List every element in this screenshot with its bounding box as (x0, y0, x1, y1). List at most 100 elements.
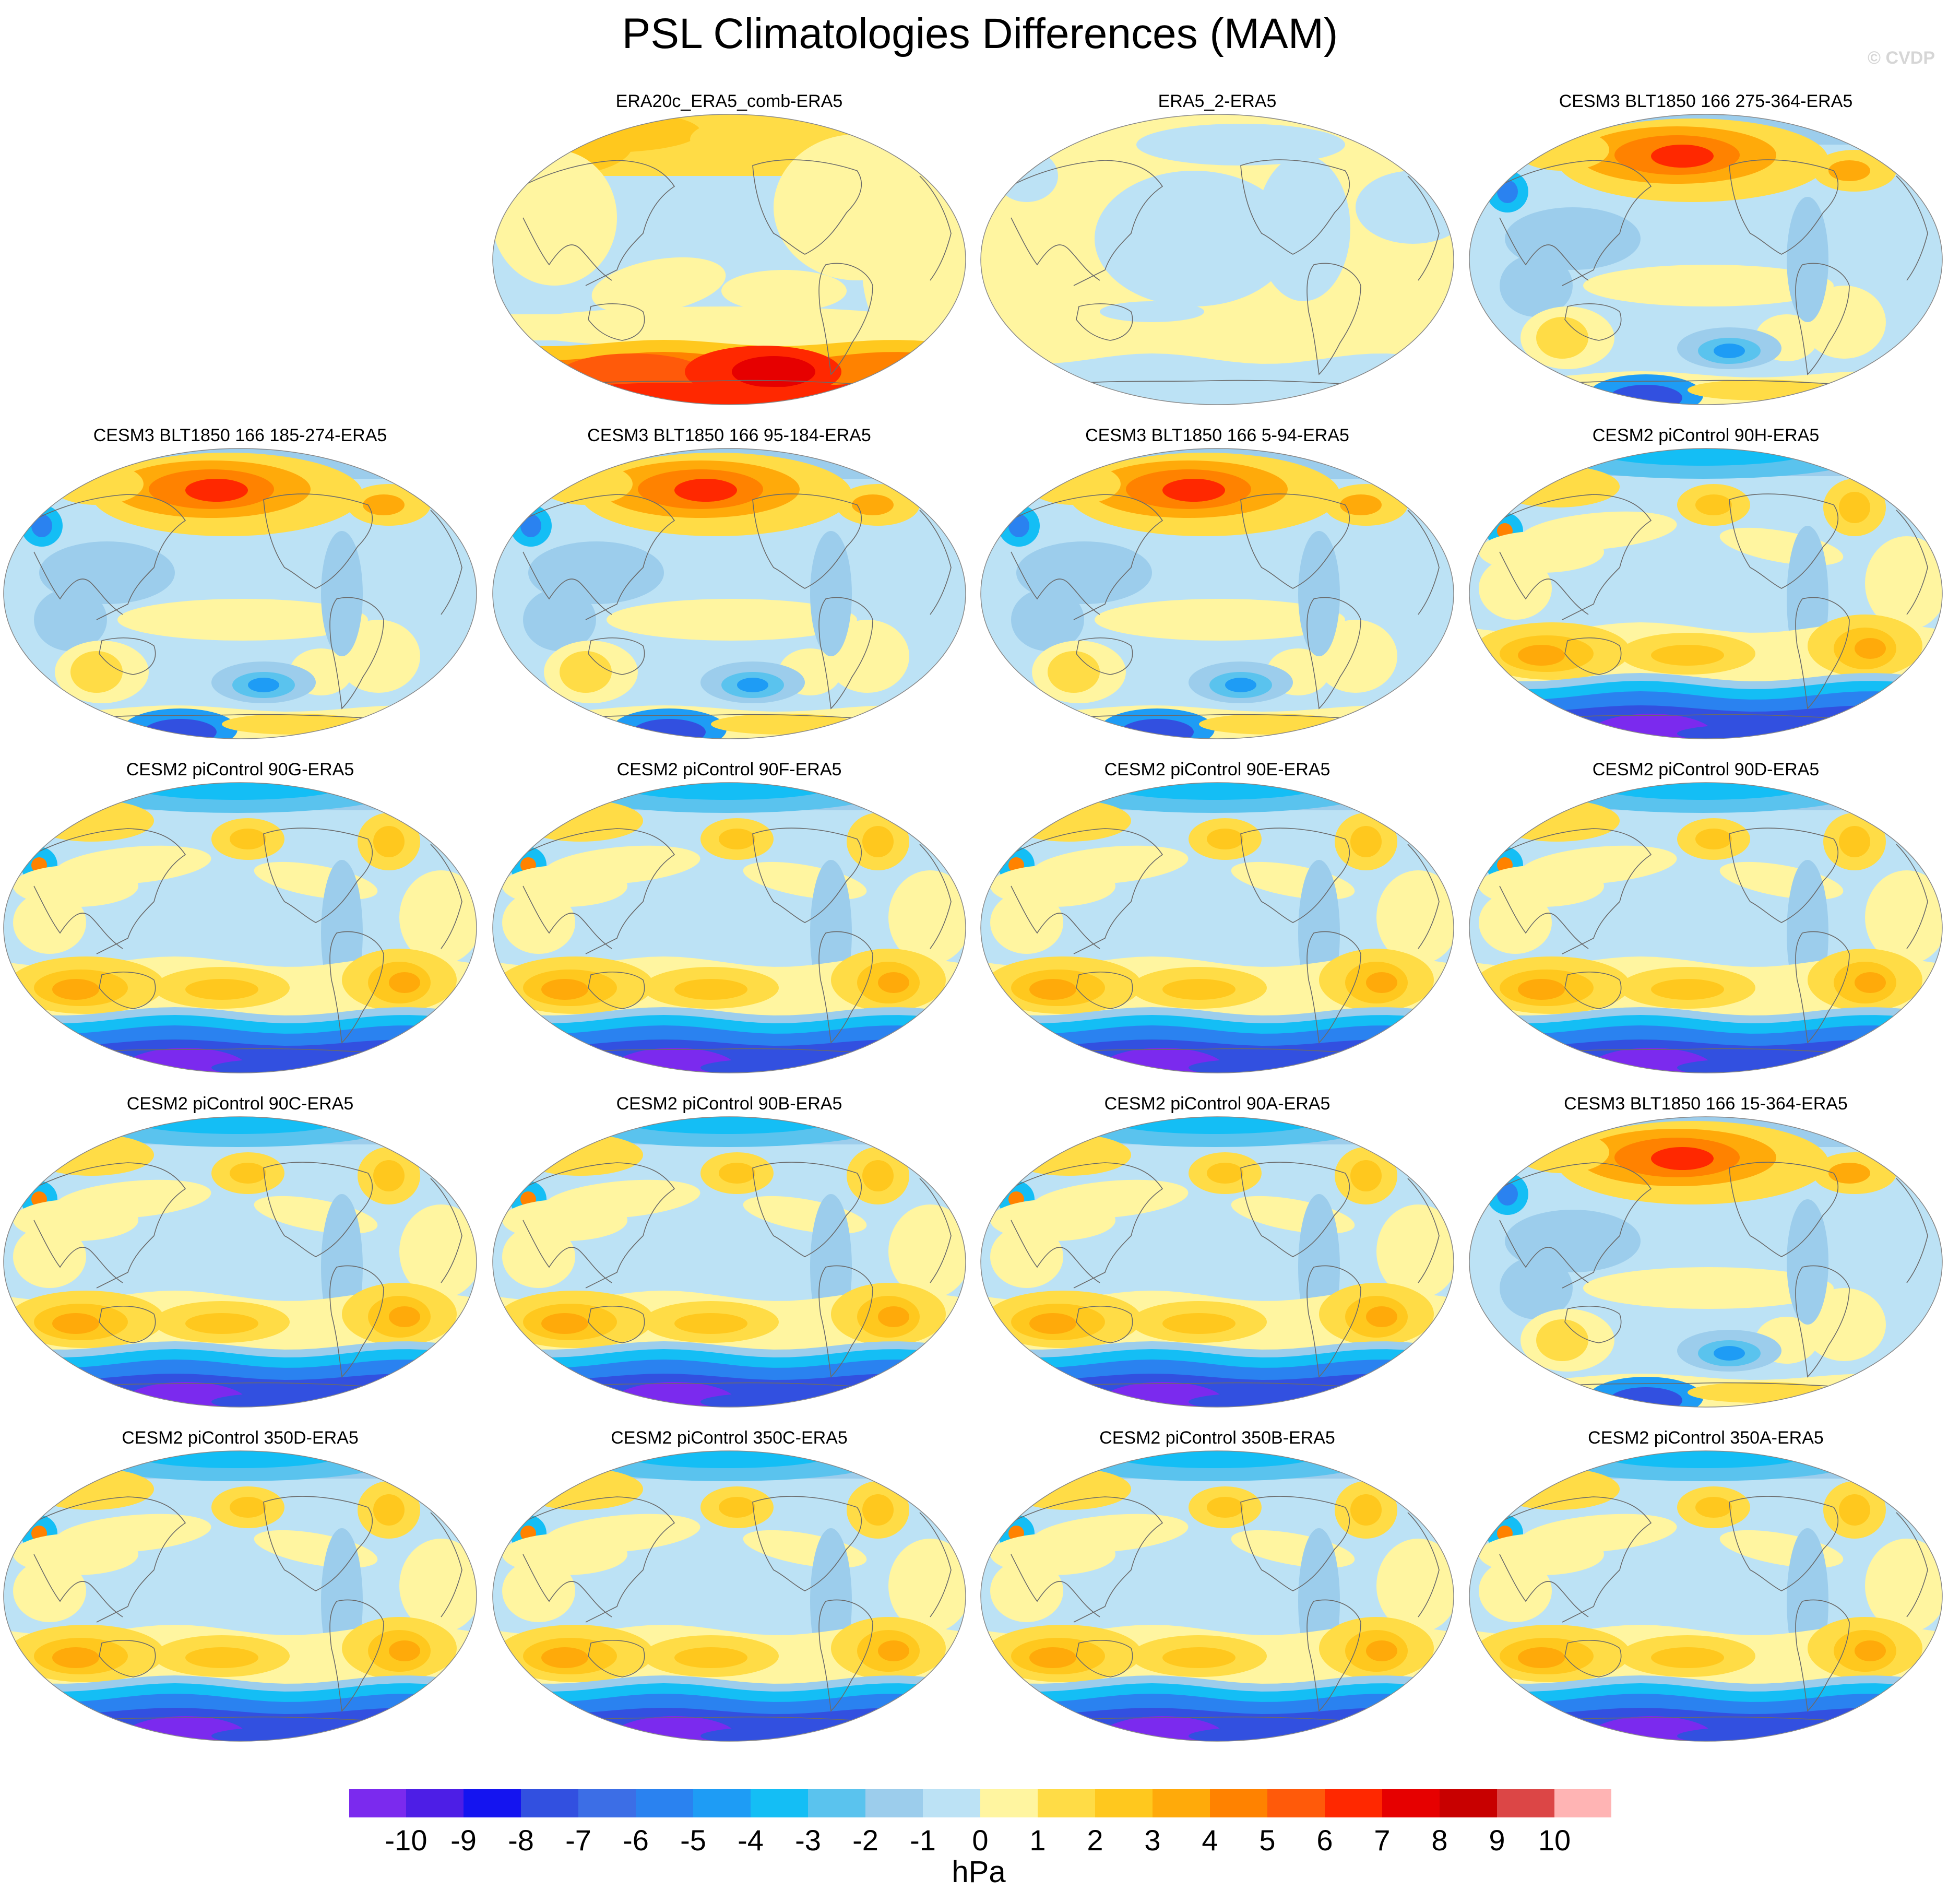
map-globe (3, 782, 477, 1073)
colorbar-swatch (1153, 1789, 1210, 1818)
map-panel: CESM2 piControl 90E-ERA5 (977, 760, 1457, 1073)
colorbar-tick-label: 3 (1144, 1824, 1161, 1857)
map-globe (492, 114, 966, 405)
map-globe (492, 782, 966, 1073)
colorbar-swatch (808, 1789, 866, 1818)
map-globe (980, 1450, 1454, 1742)
colorbar-tick-label: 10 (1538, 1824, 1571, 1857)
map-globe (492, 1450, 966, 1742)
map-globe (492, 448, 966, 739)
map-panel: CESM3 BLT1850 166 185-274-ERA5 (0, 426, 480, 739)
colorbar-swatches (349, 1789, 1612, 1818)
colorbar-tick-label: -6 (623, 1824, 649, 1857)
colorbar-swatch (1267, 1789, 1325, 1818)
panel-title: CESM2 piControl 350A-ERA5 (1588, 1428, 1824, 1448)
map-globe (980, 782, 1454, 1073)
colorbar-swatch (1038, 1789, 1096, 1818)
panel-title: CESM2 piControl 90A-ERA5 (1104, 1094, 1331, 1114)
map-globe (492, 1116, 966, 1408)
colorbar-swatch (1095, 1789, 1153, 1818)
panel-title: CESM2 piControl 350B-ERA5 (1099, 1428, 1335, 1448)
map-panel: CESM2 piControl 350B-ERA5 (977, 1428, 1457, 1742)
colorbar-tick-label: 1 (1029, 1824, 1046, 1857)
map-globe (1469, 448, 1943, 739)
map-globe (3, 1116, 477, 1408)
map-panel: ERA20c_ERA5_comb-ERA5 (489, 91, 969, 405)
colorbar-swatch (865, 1789, 923, 1818)
map-panel: CESM3 BLT1850 166 95-184-ERA5 (489, 426, 969, 739)
colorbar-tick-label: 2 (1087, 1824, 1103, 1857)
colorbar-tick-label: -1 (910, 1824, 936, 1857)
colorbar-swatch (923, 1789, 981, 1818)
colorbar-tick-label: 7 (1374, 1824, 1391, 1857)
map-globe (1469, 1116, 1943, 1408)
panel-title: CESM2 piControl 90G-ERA5 (126, 760, 354, 779)
colorbar-tick-label: 8 (1431, 1824, 1448, 1857)
panel-title: CESM2 piControl 90H-ERA5 (1592, 426, 1820, 445)
map-panel: CESM2 piControl 350C-ERA5 (489, 1428, 969, 1742)
panel-title: CESM2 piControl 90D-ERA5 (1592, 760, 1820, 779)
colorbar-tick-label: -8 (508, 1824, 534, 1857)
colorbar-swatch (1497, 1789, 1555, 1818)
panel-title: ERA20c_ERA5_comb-ERA5 (615, 91, 843, 111)
map-globe (980, 448, 1454, 739)
colorbar-tick-label: -10 (385, 1824, 427, 1857)
colorbar-swatch (693, 1789, 751, 1818)
panel-title: CESM2 piControl 90F-ERA5 (616, 760, 842, 779)
map-globe (1469, 1450, 1943, 1742)
colorbar (349, 1789, 1612, 1818)
panel-title: CESM3 BLT1850 166 185-274-ERA5 (93, 426, 387, 445)
colorbar-swatch (1210, 1789, 1268, 1818)
map-globe (1469, 114, 1943, 405)
colorbar-swatch (349, 1789, 407, 1818)
colorbar-swatch (464, 1789, 521, 1818)
colorbar-swatch (521, 1789, 579, 1818)
panel-title: CESM3 BLT1850 166 5-94-ERA5 (1085, 426, 1349, 445)
map-panel: CESM2 piControl 90F-ERA5 (489, 760, 969, 1073)
watermark: © CVDP (1868, 48, 1935, 68)
map-panel: CESM2 piControl 90C-ERA5 (0, 1094, 480, 1408)
map-panel: CESM2 piControl 90A-ERA5 (977, 1094, 1457, 1408)
colorbar-tick-label: -5 (680, 1824, 706, 1857)
colorbar-tick-label: 9 (1489, 1824, 1505, 1857)
colorbar-swatch (578, 1789, 636, 1818)
colorbar-swatch (751, 1789, 809, 1818)
colorbar-swatch (1325, 1789, 1383, 1818)
map-globe (3, 448, 477, 739)
map-globe (1469, 782, 1943, 1073)
colorbar-tick-label: -3 (795, 1824, 821, 1857)
map-panel: CESM3 BLT1850 166 5-94-ERA5 (977, 426, 1457, 739)
colorbar-swatch (980, 1789, 1038, 1818)
panel-title: ERA5_2-ERA5 (1158, 91, 1277, 111)
map-panel: CESM2 piControl 90G-ERA5 (0, 760, 480, 1073)
panel-title: CESM3 BLT1850 166 15-364-ERA5 (1564, 1094, 1848, 1114)
panel-title: CESM2 piControl 350C-ERA5 (611, 1428, 848, 1448)
colorbar-tick-label: -9 (450, 1824, 477, 1857)
map-panel: CESM3 BLT1850 166 275-364-ERA5 (1466, 91, 1946, 405)
colorbar-swatch (1554, 1789, 1612, 1818)
panel-title: CESM2 piControl 350D-ERA5 (122, 1428, 359, 1448)
panel-title: CESM2 piControl 90E-ERA5 (1104, 760, 1331, 779)
colorbar-units: hPa (952, 1855, 1006, 1889)
colorbar-tick-label: -4 (738, 1824, 764, 1857)
colorbar-tick-label: -2 (852, 1824, 878, 1857)
panel-title: CESM3 BLT1850 166 275-364-ERA5 (1559, 91, 1853, 111)
figure-title: PSL Climatologies Differences (MAM) (622, 10, 1338, 57)
panel-title: CESM2 piControl 90B-ERA5 (616, 1094, 842, 1114)
map-panel: CESM2 piControl 350A-ERA5 (1466, 1428, 1946, 1742)
colorbar-tick-label: 5 (1259, 1824, 1276, 1857)
colorbar-swatch (1382, 1789, 1440, 1818)
map-panel: CESM2 piControl 350D-ERA5 (0, 1428, 480, 1742)
map-panel: CESM2 piControl 90H-ERA5 (1466, 426, 1946, 739)
map-panel: CESM3 BLT1850 166 15-364-ERA5 (1466, 1094, 1946, 1408)
colorbar-swatch (1440, 1789, 1498, 1818)
map-globe (980, 1116, 1454, 1408)
colorbar-tick-label: -7 (565, 1824, 591, 1857)
map-globe (3, 1450, 477, 1742)
colorbar-tick-label: 0 (972, 1824, 989, 1857)
map-panel: ERA5_2-ERA5 (977, 91, 1457, 405)
panel-title: CESM2 piControl 90C-ERA5 (126, 1094, 354, 1114)
colorbar-tick-label: 6 (1316, 1824, 1333, 1857)
colorbar-swatch (406, 1789, 464, 1818)
panel-title: CESM3 BLT1850 166 95-184-ERA5 (587, 426, 871, 445)
